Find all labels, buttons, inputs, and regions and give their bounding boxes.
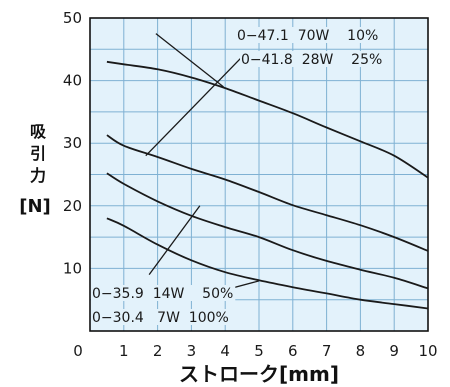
series-label-bg-4: [91, 309, 231, 325]
x-tick-label: 8: [356, 342, 366, 360]
y-axis-label-line-1: 吸: [30, 122, 47, 141]
x-tick-label: 10: [418, 342, 437, 360]
series-label-bg-3: [91, 285, 236, 301]
series-label-3: 0−35.9 14W 50%: [92, 286, 233, 302]
grid: [90, 18, 428, 331]
series-label-1: 0−47.1 70W 10%: [237, 28, 378, 44]
x-axis-label: ストローク[mm]: [179, 362, 339, 386]
x-tick-label: 7: [322, 342, 332, 360]
leader-line-1: [155, 33, 224, 88]
series-label-bg-1: [236, 27, 381, 43]
series-line-4: [106, 217, 429, 310]
x-tick-label: 3: [187, 342, 197, 360]
y-tick-label: 50: [63, 9, 82, 27]
x-tick-label: 4: [220, 342, 230, 360]
y-tick-label: 10: [63, 259, 82, 277]
y-axis-label-line-3: 力: [30, 166, 46, 185]
y-tick-labels: 10 20 30 40 50: [63, 9, 82, 277]
leader-line-2: [145, 56, 243, 157]
x-tick-label: 1: [119, 342, 129, 360]
x-tick-labels: 1 2 3 4 5 6 7 8 9 10: [119, 342, 438, 360]
y-axis-label-line-4: [N]: [19, 196, 51, 217]
y-axis-label-line-2: 引: [30, 144, 46, 163]
y-tick-label: 20: [63, 197, 82, 215]
leader-line-3: [148, 205, 201, 276]
series-label-bg-2: [240, 51, 385, 67]
y-tick-label: 30: [63, 134, 82, 152]
x-tick-label: 6: [288, 342, 298, 360]
x-tick-label: 9: [389, 342, 399, 360]
x-tick-label: 5: [254, 342, 264, 360]
plot-frame: [89, 17, 429, 332]
y-tick-label: 40: [63, 72, 82, 90]
series-label-4: 0−30.4 7W 100%: [92, 310, 229, 326]
x-tick-label-0: 0: [73, 342, 83, 360]
series-labels: 0−47.1 70W 10% 0−41.8 28W 25% 0−35.9 14W 5…: [91, 27, 385, 326]
series-line-3: [106, 172, 429, 290]
series-label-2: 0−41.8 28W 25%: [241, 52, 382, 68]
series-line-1: [106, 60, 429, 179]
x-tick-label: 2: [153, 342, 163, 360]
